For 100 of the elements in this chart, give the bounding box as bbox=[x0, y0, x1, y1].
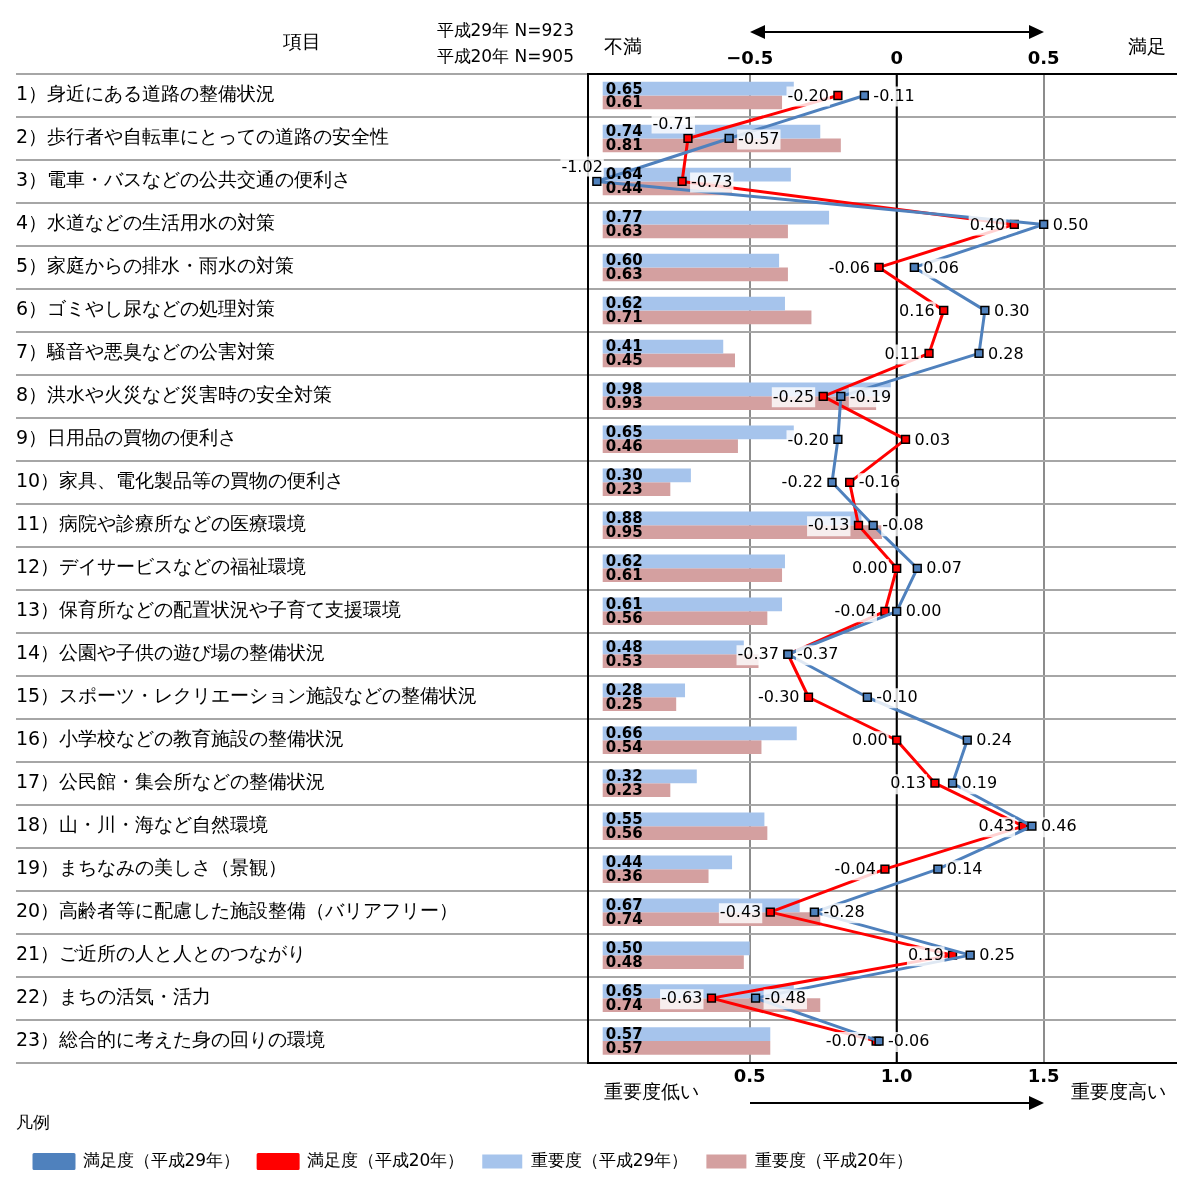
point bbox=[845, 477, 855, 487]
x2-tick-label: −0.5 bbox=[726, 46, 774, 68]
y-tick-label: 16）小学校などの教育施設の整備状況 bbox=[16, 727, 345, 750]
data-label: -0.25 bbox=[772, 386, 815, 406]
x2-tick-label: 0.5 bbox=[1027, 46, 1060, 68]
data-label: 0.11 bbox=[884, 343, 921, 363]
data-label: -0.71 bbox=[652, 113, 694, 133]
point bbox=[1027, 821, 1037, 831]
point bbox=[592, 176, 602, 187]
y-tick-label: 19）まちなみの美しさ（景観） bbox=[16, 856, 288, 879]
point bbox=[724, 133, 734, 144]
legend-label: 満足度（平成29年） bbox=[82, 1149, 241, 1170]
bar bbox=[602, 310, 812, 325]
point bbox=[900, 434, 911, 444]
data-label: -0.10 bbox=[876, 687, 918, 707]
data-label: 0.00 bbox=[905, 601, 942, 621]
point bbox=[962, 735, 972, 745]
legend-label: 満足度（平成20年） bbox=[306, 1149, 465, 1170]
legend-title: 凡例 bbox=[16, 1111, 50, 1132]
y-tick-label: 5）家庭からの排水・雨水の対策 bbox=[16, 254, 295, 277]
point bbox=[818, 391, 828, 402]
data-label: 0.16 bbox=[899, 300, 935, 320]
y-tick-label: 17）公民館・集会所などの整備状況 bbox=[16, 770, 326, 793]
legend-label: 重要度（平成29年） bbox=[530, 1149, 689, 1170]
y-tick-label: 2）歩行者や自転車にとっての道路の安全性 bbox=[16, 125, 390, 148]
text: 不満 bbox=[604, 34, 642, 57]
point bbox=[980, 305, 990, 316]
y-tick-label: 9）日用品の買物の便利さ bbox=[16, 426, 238, 449]
point bbox=[836, 391, 846, 402]
data-label: -0.48 bbox=[764, 988, 806, 1008]
point bbox=[892, 735, 902, 745]
y-tick-label: 22）まちの活気・活力 bbox=[16, 985, 212, 1008]
data-label: 0.14 bbox=[946, 859, 983, 879]
data-label: -0.20 bbox=[787, 429, 829, 449]
data-label: -0.11 bbox=[873, 85, 915, 105]
point bbox=[833, 434, 843, 444]
data-label: 0.24 bbox=[976, 730, 1012, 750]
y-tick-label: 11）病院や診療所などの医療環境 bbox=[16, 512, 307, 535]
y-tick-label: 1）身近にある道路の整備状況 bbox=[16, 82, 276, 105]
point bbox=[974, 348, 984, 359]
text: 平成29年 N=923 bbox=[436, 20, 574, 41]
point bbox=[706, 993, 717, 1003]
y-tick-label: 6）ゴミやし尿などの処理対策 bbox=[16, 297, 276, 320]
y-tick-label: 8）洪水や火災など災害時の安全対策 bbox=[16, 383, 333, 406]
y-tick-label: 12）デイサービスなどの福祉環境 bbox=[16, 555, 307, 578]
data-label: 0.30 bbox=[993, 300, 1030, 320]
point bbox=[924, 348, 934, 359]
data-label: -0.19 bbox=[849, 386, 892, 406]
point bbox=[1039, 219, 1049, 230]
y-tick-label: 23）総合的に考えた身の回りの環境 bbox=[16, 1028, 326, 1051]
data-label: 0.00 bbox=[852, 558, 888, 578]
point bbox=[853, 520, 864, 530]
point bbox=[892, 563, 902, 573]
data-label: -0.57 bbox=[738, 128, 780, 148]
bar bbox=[602, 568, 783, 583]
point bbox=[933, 864, 943, 874]
data-label: -0.20 bbox=[787, 85, 829, 105]
point bbox=[833, 90, 843, 101]
y-tick-label: 20）高齢者等に配慮した施設整備（バリアフリー） bbox=[16, 899, 459, 922]
data-label: -0.04 bbox=[834, 601, 876, 621]
point bbox=[947, 778, 958, 788]
data-label: 0.19 bbox=[907, 945, 944, 965]
data-label: 0.43 bbox=[978, 816, 1015, 836]
point bbox=[930, 778, 940, 788]
x-tick-label: 0.5 bbox=[733, 1065, 766, 1087]
data-label: -0.37 bbox=[737, 644, 779, 664]
point bbox=[859, 90, 869, 101]
data-label: 0.28 bbox=[988, 343, 1024, 363]
y-axis-title: 項目 bbox=[282, 29, 321, 52]
data-label: 0.25 bbox=[979, 945, 1015, 965]
point bbox=[868, 520, 878, 530]
data-label: 0.46 bbox=[1040, 816, 1077, 836]
data-label: -0.73 bbox=[691, 171, 733, 191]
point bbox=[803, 692, 814, 702]
data-label: 0.50 bbox=[1052, 214, 1089, 234]
bar bbox=[602, 726, 797, 741]
data-label: -0.22 bbox=[781, 472, 824, 492]
text: 満足 bbox=[1128, 34, 1166, 57]
point bbox=[965, 950, 975, 960]
y-tick-label: 15）スポーツ・レクリエーション施設などの整備状況 bbox=[16, 684, 478, 707]
data-label: 0.07 bbox=[926, 558, 962, 578]
point bbox=[912, 563, 922, 573]
y-tick-label: 7）騒音や悪臭などの公害対策 bbox=[16, 340, 276, 363]
point bbox=[827, 477, 837, 487]
point bbox=[874, 262, 884, 273]
data-label: -0.28 bbox=[823, 902, 865, 922]
point bbox=[862, 692, 872, 702]
point bbox=[677, 176, 687, 187]
data-label: 0.03 bbox=[914, 429, 951, 449]
data-label: -0.30 bbox=[758, 687, 800, 707]
data-label: -0.63 bbox=[661, 988, 703, 1008]
y-tick-label: 13）保育所などの配置状況や子育て支援環境 bbox=[16, 598, 402, 621]
y-tick-label: 4）水道などの生活用水の対策 bbox=[16, 211, 276, 234]
y-tick-label: 14）公園や子供の遊び場の整備状況 bbox=[16, 641, 326, 664]
data-label: 0.00 bbox=[852, 730, 888, 750]
data-label: -1.02 bbox=[561, 156, 603, 176]
bar bbox=[602, 267, 788, 282]
point bbox=[809, 907, 820, 917]
data-label: 0.19 bbox=[961, 773, 998, 793]
data-label: 0.13 bbox=[890, 773, 926, 793]
